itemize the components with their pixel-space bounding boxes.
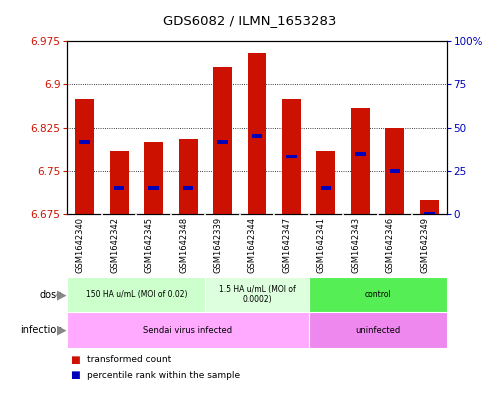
Text: GSM1642345: GSM1642345 bbox=[145, 217, 154, 273]
Bar bbox=[110, 151, 129, 214]
Text: 1.5 HA u/mL (MOI of
0.0002): 1.5 HA u/mL (MOI of 0.0002) bbox=[219, 285, 295, 305]
Text: Sendai virus infected: Sendai virus infected bbox=[144, 326, 233, 334]
Bar bbox=[75, 99, 94, 214]
Text: dose: dose bbox=[39, 290, 62, 300]
Bar bbox=[67, 277, 205, 312]
Bar bbox=[316, 151, 335, 214]
Text: infection: infection bbox=[20, 325, 62, 335]
Bar bbox=[355, 152, 366, 156]
Text: GSM1642339: GSM1642339 bbox=[214, 217, 223, 274]
Text: uninfected: uninfected bbox=[355, 326, 400, 334]
Bar bbox=[321, 186, 331, 190]
Bar bbox=[309, 312, 447, 348]
Text: ▶: ▶ bbox=[57, 288, 66, 301]
Text: control: control bbox=[364, 290, 391, 299]
Text: GSM1642341: GSM1642341 bbox=[317, 217, 326, 273]
Bar bbox=[390, 169, 400, 173]
Bar bbox=[67, 312, 309, 348]
Bar bbox=[424, 212, 435, 216]
Text: GDS6082 / ILMN_1653283: GDS6082 / ILMN_1653283 bbox=[163, 14, 336, 27]
Text: GSM1642342: GSM1642342 bbox=[110, 217, 119, 273]
Text: 150 HA u/mL (MOI of 0.02): 150 HA u/mL (MOI of 0.02) bbox=[85, 290, 187, 299]
Bar bbox=[179, 139, 198, 214]
Text: GSM1642349: GSM1642349 bbox=[420, 217, 429, 273]
Bar bbox=[79, 140, 90, 144]
Text: ■: ■ bbox=[70, 354, 80, 365]
Bar bbox=[309, 277, 447, 312]
Bar bbox=[252, 134, 262, 138]
Text: ▶: ▶ bbox=[57, 323, 66, 337]
Bar bbox=[148, 186, 159, 190]
Bar bbox=[213, 67, 232, 214]
Bar bbox=[205, 277, 309, 312]
Text: GSM1642346: GSM1642346 bbox=[386, 217, 395, 274]
Bar bbox=[248, 53, 266, 214]
Bar bbox=[217, 140, 228, 144]
Text: GSM1642348: GSM1642348 bbox=[179, 217, 188, 274]
Bar bbox=[282, 99, 301, 214]
Text: GSM1642347: GSM1642347 bbox=[282, 217, 291, 274]
Bar bbox=[385, 128, 404, 214]
Text: ■: ■ bbox=[70, 370, 80, 380]
Text: transformed count: transformed count bbox=[87, 355, 172, 364]
Text: GSM1642343: GSM1642343 bbox=[351, 217, 360, 274]
Bar bbox=[420, 200, 439, 214]
Bar bbox=[183, 186, 193, 190]
Text: GSM1642340: GSM1642340 bbox=[76, 217, 85, 273]
Bar bbox=[286, 154, 297, 158]
Bar bbox=[144, 142, 163, 214]
Text: percentile rank within the sample: percentile rank within the sample bbox=[87, 371, 241, 380]
Text: GSM1642344: GSM1642344 bbox=[248, 217, 257, 273]
Bar bbox=[351, 108, 370, 214]
Bar bbox=[114, 186, 124, 190]
